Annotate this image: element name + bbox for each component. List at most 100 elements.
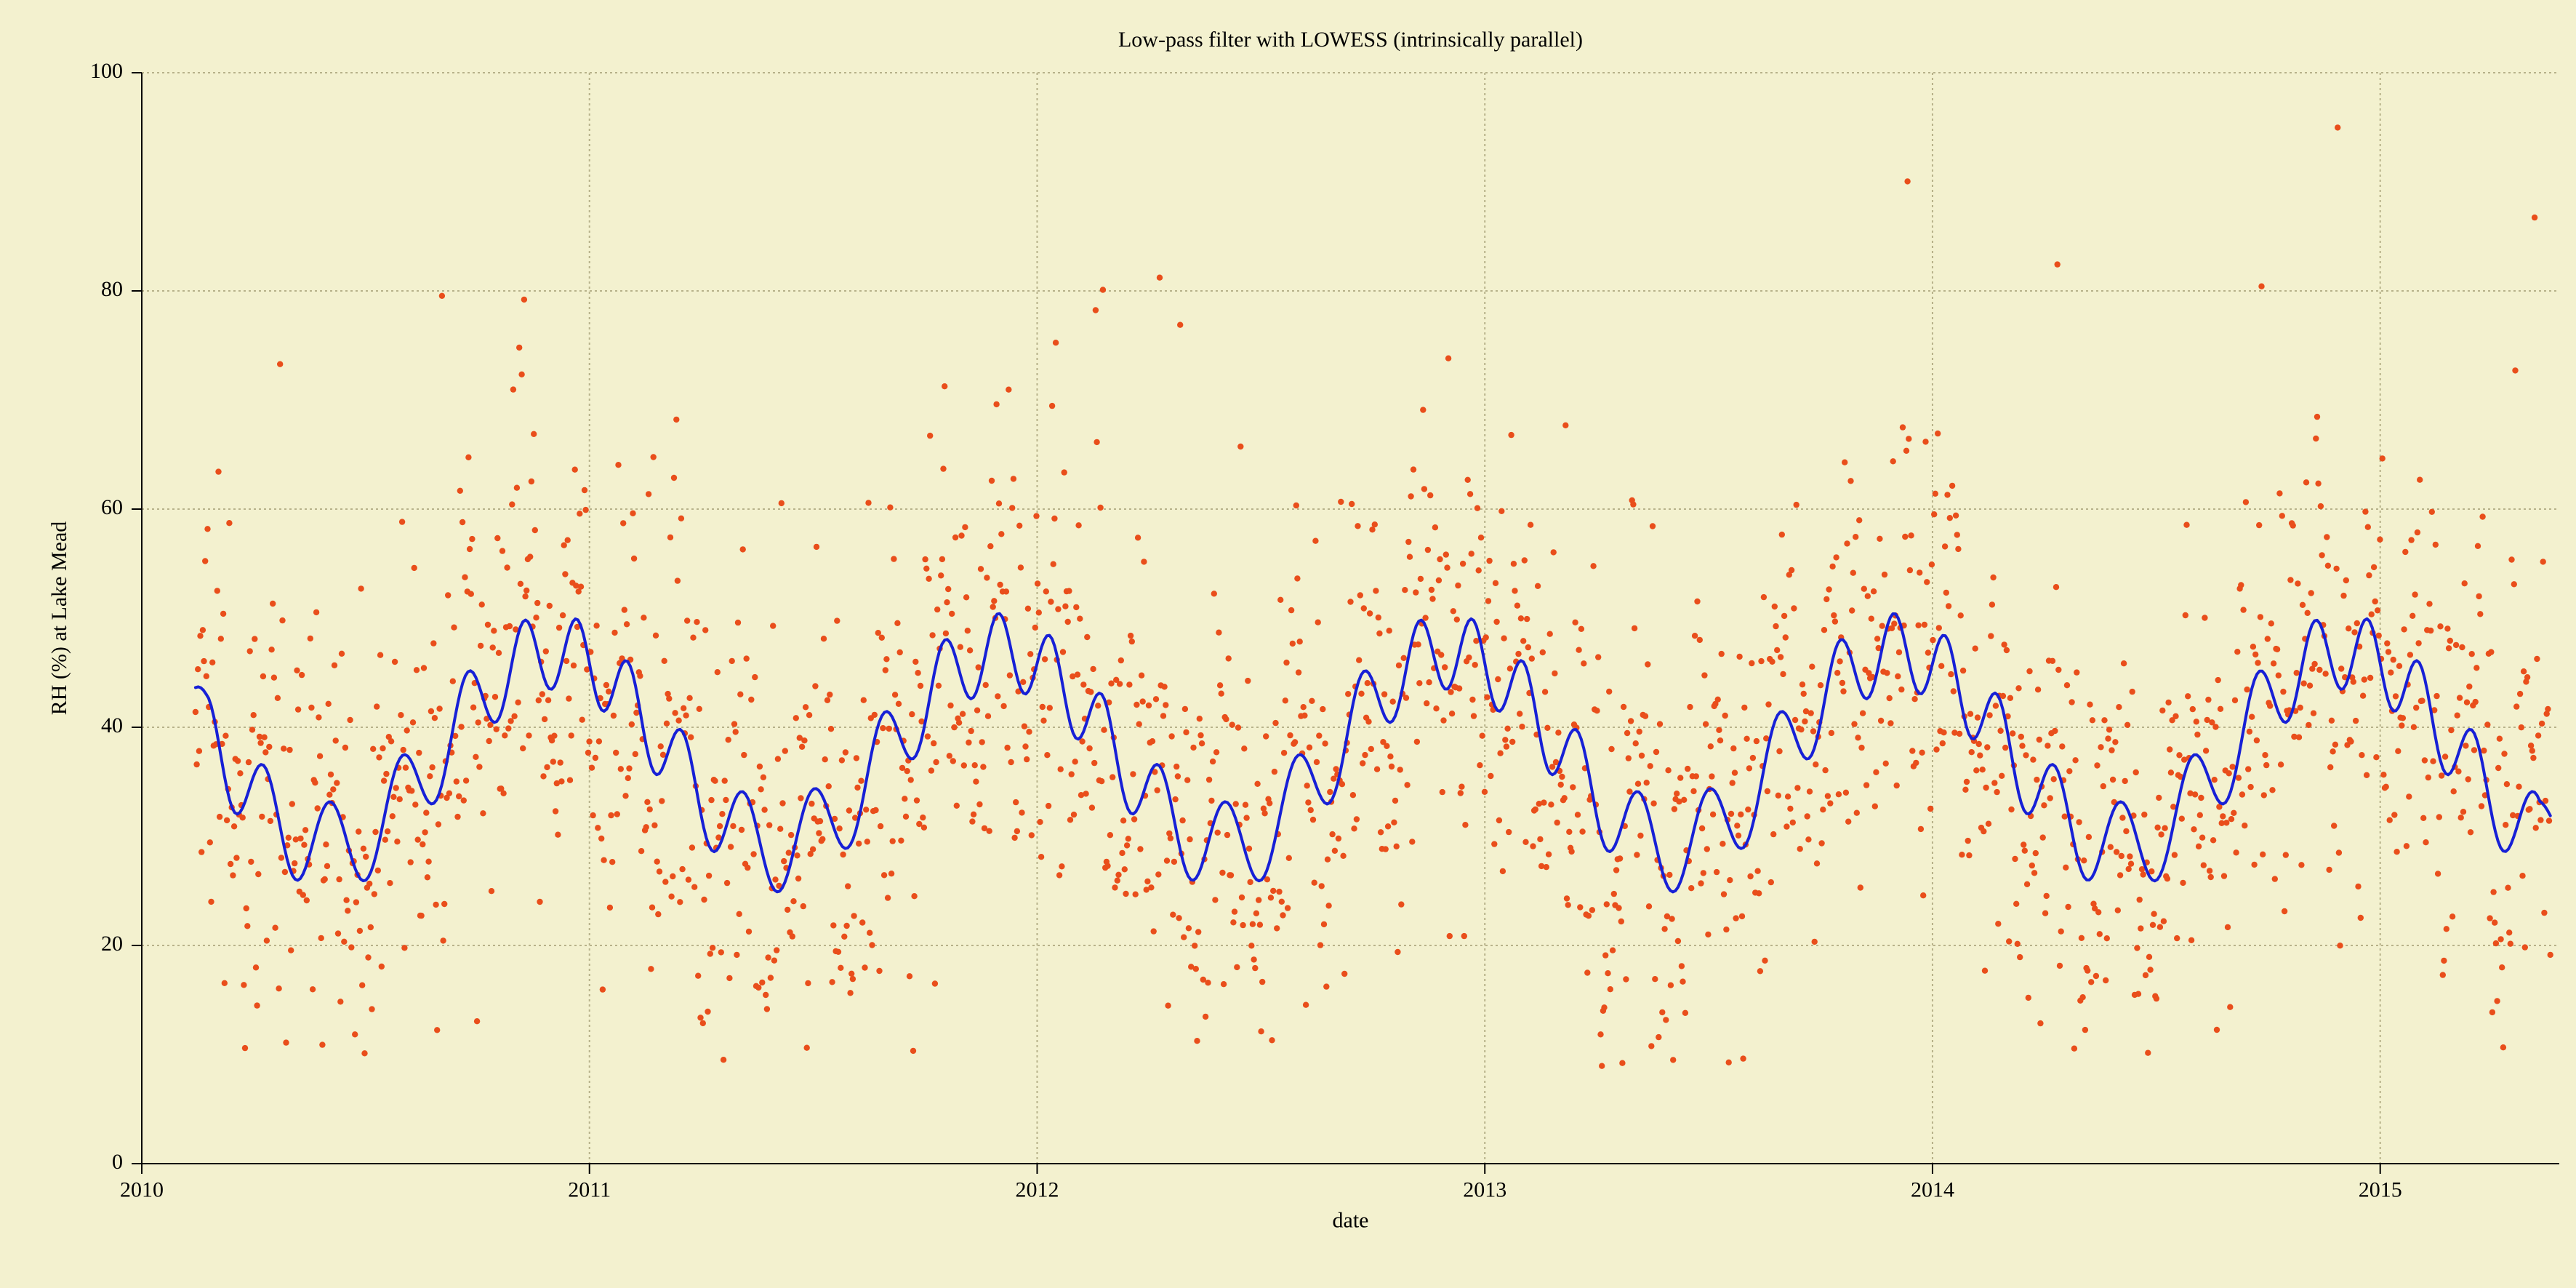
scatter-point (336, 876, 342, 882)
scatter-point (1986, 821, 1991, 827)
scatter-point (710, 945, 715, 951)
scatter-point (748, 697, 754, 703)
scatter-point (1248, 943, 1254, 948)
scatter-point (862, 964, 867, 970)
scatter-point (644, 799, 650, 805)
scatter-point (1160, 713, 1166, 719)
scatter-point (611, 713, 617, 719)
scatter-point (2371, 564, 2377, 570)
scatter-point (1059, 863, 1064, 869)
scatter-point (2085, 967, 2090, 973)
scatter-point (1644, 780, 1650, 785)
scatter-point (289, 801, 295, 807)
scatter-point (2300, 602, 2306, 608)
scatter-point (2019, 743, 2025, 748)
scatter-point (2519, 724, 2524, 730)
scatter-point (1681, 797, 1687, 803)
scatter-point (2106, 727, 2112, 732)
scatter-point (829, 979, 835, 985)
scatter-point (1176, 915, 1181, 921)
scatter-point (1969, 749, 1975, 755)
scatter-point (502, 732, 507, 738)
scatter-point (1698, 880, 1704, 886)
scatter-point (1336, 836, 1341, 841)
scatter-point (2250, 644, 2256, 649)
scatter-point (476, 719, 481, 725)
scatter-point (987, 543, 993, 549)
scatter-point (410, 719, 416, 725)
scatter-point (539, 691, 545, 697)
scatter-point (2201, 863, 2207, 868)
scatter-point (976, 664, 982, 670)
scatter-point (489, 888, 494, 894)
scatter-point (1843, 790, 1849, 796)
scatter-point (1215, 830, 1221, 836)
scatter-point (1818, 682, 1823, 688)
scatter-point (532, 527, 538, 533)
scatter-point (1589, 907, 1595, 913)
scatter-point (1436, 577, 1442, 583)
scatter-point (1168, 835, 1173, 841)
scatter-point (1814, 860, 1820, 866)
scatter-point (2236, 775, 2242, 780)
scatter-point (251, 712, 257, 718)
scatter-point (1780, 671, 1786, 677)
scatter-point (2311, 711, 2316, 716)
scatter-point (805, 980, 811, 986)
scatter-point (200, 627, 206, 633)
scatter-point (609, 859, 615, 865)
scatter-point (1605, 970, 1610, 976)
scatter-point (1844, 540, 1850, 546)
scatter-point (2023, 752, 2029, 758)
scatter-point (1659, 1009, 1665, 1015)
scatter-point (2479, 513, 2485, 519)
scatter-point (1281, 750, 1287, 756)
scatter-point (323, 841, 329, 847)
scatter-point (542, 716, 547, 722)
scatter-point (737, 911, 742, 917)
scatter-point (268, 818, 273, 824)
scatter-point (1646, 903, 1652, 909)
scatter-point (1040, 718, 1046, 724)
scatter-point (2183, 612, 2188, 618)
scatter-point (1922, 622, 1927, 628)
scatter-point (2500, 1044, 2506, 1050)
scatter-point (2017, 954, 2023, 960)
scatter-point (1652, 976, 1658, 982)
scatter-point (1693, 773, 1699, 779)
scatter-point (1139, 673, 1144, 679)
scatter-point (928, 767, 934, 773)
scatter-point (1544, 725, 1550, 731)
scatter-point (2081, 857, 2087, 863)
scatter-point (479, 601, 485, 607)
scatter-point (2373, 754, 2379, 760)
scatter-point (2090, 717, 2095, 723)
scatter-point (1837, 658, 1842, 664)
scatter-point (226, 520, 232, 526)
scatter-point (827, 692, 832, 697)
scatter-point (1007, 672, 1013, 678)
scatter-point (997, 582, 1003, 588)
scatter-point (1951, 688, 1957, 694)
scatter-point (2535, 732, 2541, 738)
scatter-point (473, 754, 478, 760)
scatter-point (1224, 832, 1230, 838)
scatter-point (1958, 612, 1964, 618)
scatter-point (2126, 866, 2132, 872)
scatter-point (491, 628, 497, 633)
scatter-point (1197, 716, 1203, 721)
scatter-point (2029, 863, 2035, 868)
scatter-point (662, 879, 668, 884)
scatter-point (1548, 801, 1554, 807)
scatter-point (1977, 753, 1983, 759)
scatter-point (1449, 711, 1455, 716)
scatter-point (888, 871, 894, 876)
scatter-point (925, 733, 931, 739)
scatter-point (2351, 629, 2357, 635)
scatter-point (1230, 919, 1236, 925)
scatter-point (1504, 743, 1509, 749)
scatter-point (774, 947, 779, 953)
scatter-point (347, 717, 353, 723)
scatter-point (1047, 705, 1053, 711)
scatter-point (1373, 588, 1379, 593)
